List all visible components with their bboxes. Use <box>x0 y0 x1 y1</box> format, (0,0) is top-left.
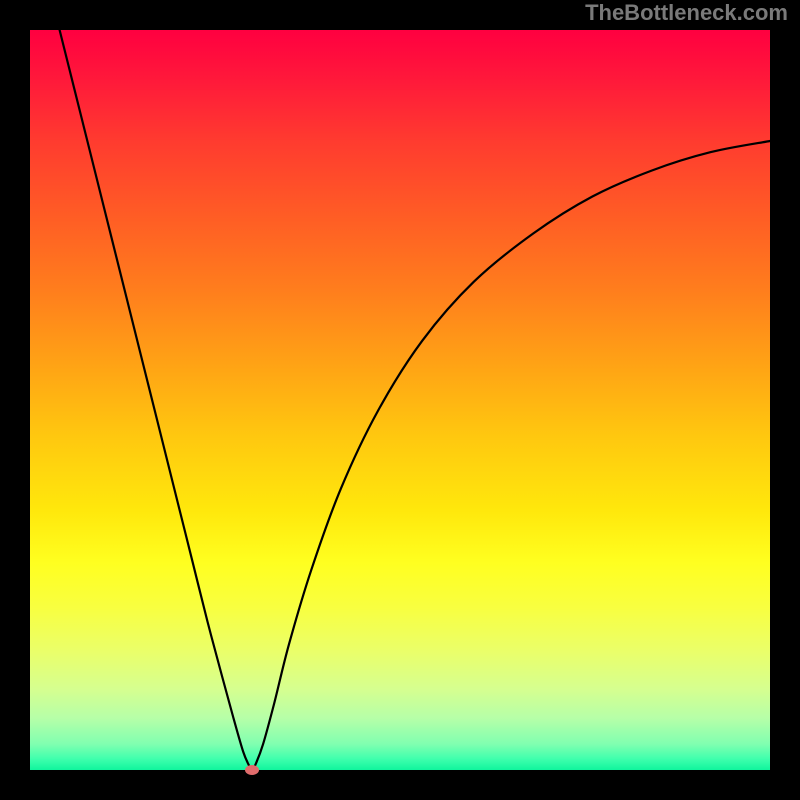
watermark-label: TheBottleneck.com <box>585 0 788 26</box>
plot-background <box>30 30 770 770</box>
optimum-marker <box>245 765 259 775</box>
chart-container: TheBottleneck.com <box>0 0 800 800</box>
bottleneck-chart <box>0 0 800 800</box>
